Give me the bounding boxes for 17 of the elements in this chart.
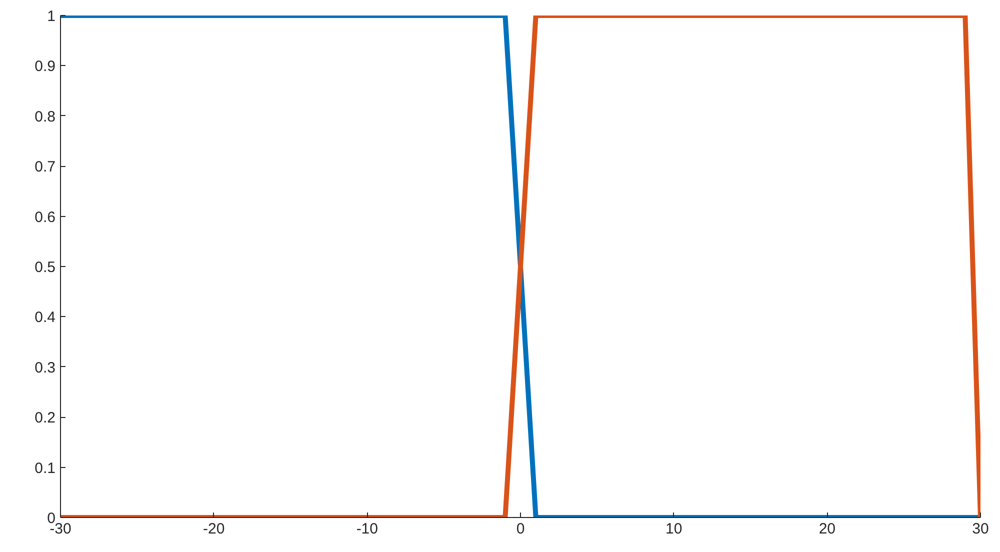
- x-tick-label: 20: [818, 520, 836, 538]
- x-tick-label: 10: [665, 520, 682, 538]
- y-tick-label: 0.2: [34, 410, 56, 427]
- y-tick-label: 0.5: [34, 259, 56, 276]
- y-tick-label: 1: [47, 8, 56, 25]
- x-tick-label: 0: [516, 520, 525, 538]
- x-tick-label: -20: [202, 520, 225, 538]
- y-tick-label: 0.9: [34, 58, 56, 76]
- x-tick-label: 30: [972, 520, 989, 538]
- y-tick-label: 0: [47, 510, 56, 527]
- y-tick-label: 0.6: [34, 208, 56, 226]
- y-tick-label: 0.7: [34, 158, 56, 176]
- y-tick-label: 0.4: [34, 309, 56, 326]
- y-tick-label: 0.3: [34, 359, 56, 376]
- y-tick-label: 0.1: [34, 460, 56, 477]
- y-tick-label: 0.8: [34, 108, 56, 126]
- x-tick-label: -10: [356, 520, 378, 538]
